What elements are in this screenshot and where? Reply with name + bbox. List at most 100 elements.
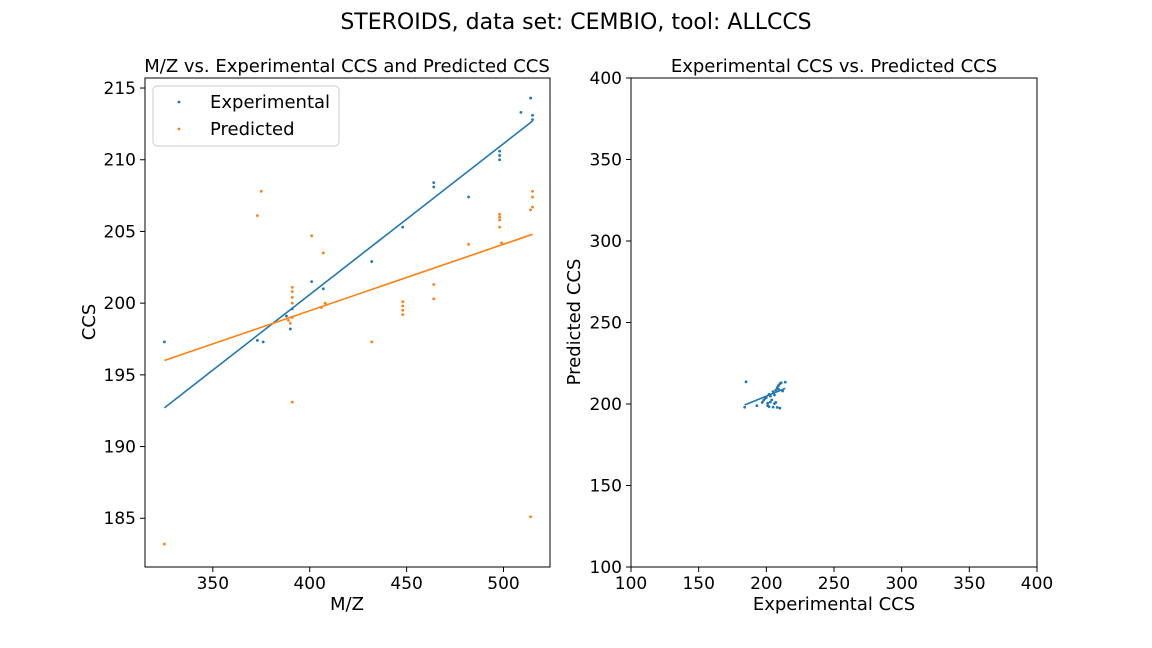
left-chart-legend: Experimental Predicted	[152, 85, 340, 147]
left-chart-predicted-point	[498, 218, 502, 222]
left-chart-y-tick-label: 205	[104, 222, 136, 242]
right-chart-data-point	[767, 405, 771, 409]
left-chart-experimental-trend-line	[163, 120, 534, 409]
right-chart-x-tick-label: 250	[818, 574, 850, 594]
left-chart-predicted-point	[531, 195, 534, 199]
left-chart-experimental-point	[288, 327, 292, 331]
left-chart-predicted-point	[529, 515, 533, 519]
left-chart-series-predicted	[162, 189, 534, 546]
left-chart-y-tick-label: 195	[104, 366, 136, 386]
right-chart-y-tick-label: 350	[590, 151, 622, 171]
left-chart: M/Z vs. Experimental CCS and Predicted C…	[79, 56, 551, 615]
left-chart-predicted-point	[401, 300, 405, 304]
right-chart-data-point	[778, 406, 782, 410]
left-chart-experimental-point	[261, 340, 265, 344]
left-chart-experimental-point	[498, 149, 502, 153]
left-chart-x-tick-label: 450	[390, 574, 422, 594]
left-chart-predicted-point	[290, 285, 294, 289]
right-chart-y-tick-label: 300	[590, 232, 622, 252]
right-chart-data-point	[774, 400, 778, 404]
left-chart-legend-marker-experimental	[177, 100, 181, 104]
left-chart-predicted-point	[290, 301, 294, 305]
right-chart-data-point	[779, 381, 783, 385]
left-chart-predicted-point	[401, 313, 405, 317]
right-chart-y-tick-label: 150	[590, 477, 622, 497]
left-chart-y-tick-label: 190	[104, 438, 136, 458]
right-chart-x-tick-label: 300	[885, 574, 917, 594]
left-chart-experimental-point	[162, 340, 166, 344]
left-chart-predicted-point	[401, 308, 405, 312]
left-chart-experimental-point	[467, 195, 471, 199]
right-chart-data-point	[760, 400, 764, 404]
right-chart-series-data	[743, 380, 787, 410]
right-chart: Experimental CCS vs. Predicted CCS Exper…	[564, 56, 1053, 615]
left-chart-experimental-point	[255, 339, 259, 342]
left-chart-predicted-point	[290, 400, 294, 404]
right-chart-y-tick-label: 200	[590, 395, 622, 415]
left-chart-predicted-trend-line	[164, 233, 533, 362]
right-chart-data-point	[771, 405, 775, 409]
left-chart-experimental-point	[531, 113, 534, 117]
right-chart-title: Experimental CCS vs. Predicted CCS	[671, 56, 997, 77]
left-chart-predicted-point	[529, 208, 533, 212]
right-chart-x-tick-label: 350	[953, 574, 985, 594]
right-chart-data-point	[744, 380, 748, 384]
right-chart-data-point	[766, 401, 770, 405]
left-chart-predicted-point	[290, 296, 294, 299]
left-chart-title: M/Z vs. Experimental CCS and Predicted C…	[144, 56, 550, 77]
left-chart-experimental-point	[401, 225, 405, 229]
left-chart-experimental-point	[321, 287, 325, 291]
left-chart-predicted-point	[531, 205, 534, 209]
right-chart-data-point	[774, 388, 778, 392]
left-chart-x-tick-label: 350	[197, 574, 229, 594]
left-chart-x-tick-label: 500	[487, 574, 519, 594]
right-chart-data-point	[755, 404, 759, 408]
right-chart-y-tick-label: 100	[590, 558, 622, 578]
left-chart-predicted-point	[498, 212, 502, 216]
left-chart-y-tick-label: 215	[104, 79, 136, 99]
right-chart-data-point	[743, 405, 747, 409]
left-chart-plot-frame	[144, 77, 551, 568]
right-chart-x-axis-label: Experimental CCS	[753, 594, 915, 615]
left-chart-predicted-point	[401, 304, 405, 308]
left-chart-legend-box	[152, 85, 340, 147]
left-chart-predicted-point	[432, 283, 436, 286]
left-chart-predicted-point	[259, 189, 263, 193]
right-chart-data-point	[770, 398, 774, 402]
right-chart-x-tick-label: 200	[750, 574, 782, 594]
left-chart-y-tick-label: 210	[104, 151, 136, 171]
right-chart-y-tick-label: 400	[590, 69, 622, 89]
left-chart-predicted-point	[370, 340, 374, 344]
left-chart-predicted-point	[290, 290, 294, 294]
left-chart-predicted-point	[310, 234, 314, 238]
left-chart-predicted-point	[288, 321, 292, 325]
left-chart-predicted-point	[162, 542, 166, 546]
left-chart-experimental-point	[529, 96, 533, 100]
left-chart-experimental-point	[285, 314, 288, 318]
right-chart-data-point	[773, 393, 776, 397]
left-chart-x-tick-label: 400	[293, 574, 325, 594]
left-chart-experimental-point	[519, 111, 523, 114]
left-chart-predicted-point	[500, 241, 503, 245]
right-chart-y-axis-label: Predicted CCS	[564, 259, 585, 386]
left-chart-predicted-point	[467, 242, 471, 246]
left-chart-legend-marker-predicted	[177, 127, 181, 131]
left-chart-experimental-point	[498, 158, 502, 162]
right-chart-data-point	[768, 400, 772, 404]
left-chart-predicted-point	[498, 225, 502, 229]
right-chart-data-trend-line	[744, 387, 786, 406]
left-chart-predicted-point	[287, 318, 290, 322]
left-chart-experimental-point	[498, 154, 502, 157]
left-chart-x-axis-label: M/Z	[330, 594, 364, 615]
left-chart-y-axis-label: CCS	[79, 304, 100, 341]
left-chart-experimental-point	[432, 185, 436, 189]
left-chart-predicted-point	[432, 297, 436, 301]
left-chart-y-tick-label: 200	[104, 294, 136, 314]
right-chart-data-point	[775, 406, 779, 409]
left-chart-experimental-point	[432, 181, 436, 185]
left-chart-predicted-point	[321, 251, 325, 255]
left-chart-series-experimental	[162, 96, 534, 409]
figure-suptitle: STEROIDS, data set: CEMBIO, tool: ALLCCS	[340, 10, 811, 35]
left-chart-predicted-point	[531, 189, 534, 193]
